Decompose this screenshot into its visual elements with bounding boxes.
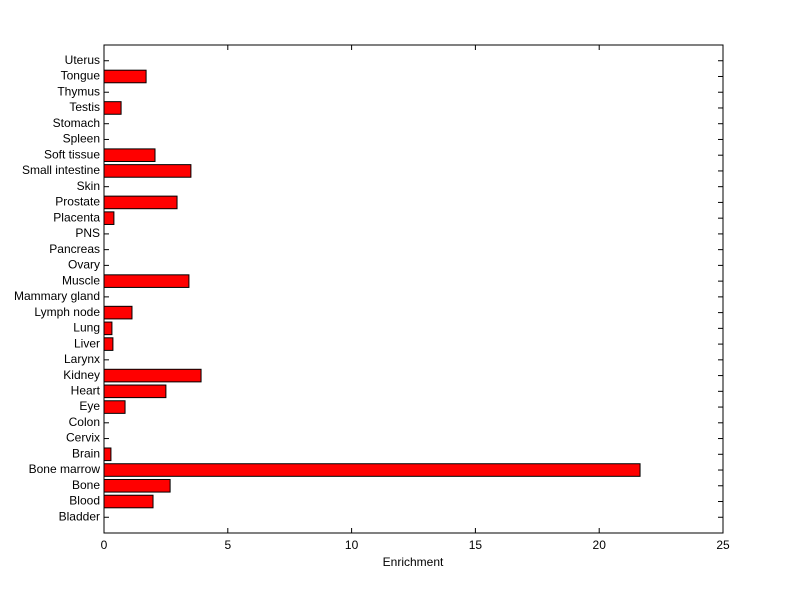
y-tick-label: Spleen bbox=[63, 132, 100, 146]
x-axis-label: Enrichment bbox=[383, 555, 444, 569]
y-tick-label: Bone bbox=[72, 478, 100, 492]
y-tick-label: Soft tissue bbox=[44, 147, 100, 161]
y-tick-label: Bone marrow bbox=[29, 462, 101, 476]
bar bbox=[103, 321, 113, 336]
bar bbox=[103, 148, 156, 162]
bar bbox=[103, 384, 167, 399]
x-tick-label: 15 bbox=[469, 538, 483, 552]
bar bbox=[103, 463, 641, 477]
y-tick-label: Larynx bbox=[64, 352, 100, 366]
bar bbox=[103, 101, 122, 115]
y-tick-label: Pancreas bbox=[49, 242, 100, 256]
y-tick-label: Stomach bbox=[53, 116, 100, 130]
y-tick-label: Blood bbox=[69, 494, 100, 508]
plot-area bbox=[103, 44, 724, 534]
bar bbox=[103, 69, 147, 84]
bar bbox=[103, 274, 190, 288]
y-tick-label: Thymus bbox=[57, 84, 100, 98]
y-tick-label: Kidney bbox=[63, 368, 100, 382]
bar bbox=[103, 164, 192, 178]
y-tick-label: Muscle bbox=[62, 273, 100, 287]
bar bbox=[103, 494, 154, 509]
y-tick-label: Placenta bbox=[53, 210, 100, 224]
y-tick-label: Bladder bbox=[59, 509, 100, 523]
y-tick-label: Liver bbox=[74, 336, 100, 350]
bar bbox=[103, 211, 115, 225]
y-tick-label: PNS bbox=[75, 226, 100, 240]
y-tick-label: Uterus bbox=[65, 53, 100, 67]
y-tick-label: Prostate bbox=[55, 195, 100, 209]
bar bbox=[103, 195, 178, 210]
bar bbox=[103, 400, 126, 414]
y-tick-label: Eye bbox=[79, 399, 100, 413]
y-tick-label: Lymph node bbox=[34, 305, 100, 319]
x-tick-label: 0 bbox=[101, 538, 108, 552]
bar bbox=[103, 368, 202, 383]
y-tick-label: Heart bbox=[71, 383, 101, 397]
y-tick-label: Cervix bbox=[66, 431, 100, 445]
y-tick-label: Tongue bbox=[61, 69, 101, 83]
y-tick-label: Lung bbox=[73, 321, 100, 335]
bar bbox=[103, 447, 112, 462]
bar bbox=[103, 337, 114, 351]
y-tick-label: Testis bbox=[69, 100, 100, 114]
y-tick-label: Small intestine bbox=[22, 163, 100, 177]
bar bbox=[103, 305, 133, 320]
x-tick-label: 25 bbox=[716, 538, 730, 552]
y-tick-label: Brain bbox=[72, 446, 100, 460]
y-tick-label: Skin bbox=[77, 179, 100, 193]
y-tick-label: Ovary bbox=[68, 258, 100, 272]
x-tick-label: 5 bbox=[224, 538, 231, 552]
y-tick-label: Colon bbox=[69, 415, 100, 429]
bar bbox=[103, 478, 171, 493]
x-tick-label: 10 bbox=[345, 538, 359, 552]
y-tick-label: Mammary gland bbox=[14, 289, 100, 303]
x-tick-label: 20 bbox=[593, 538, 607, 552]
